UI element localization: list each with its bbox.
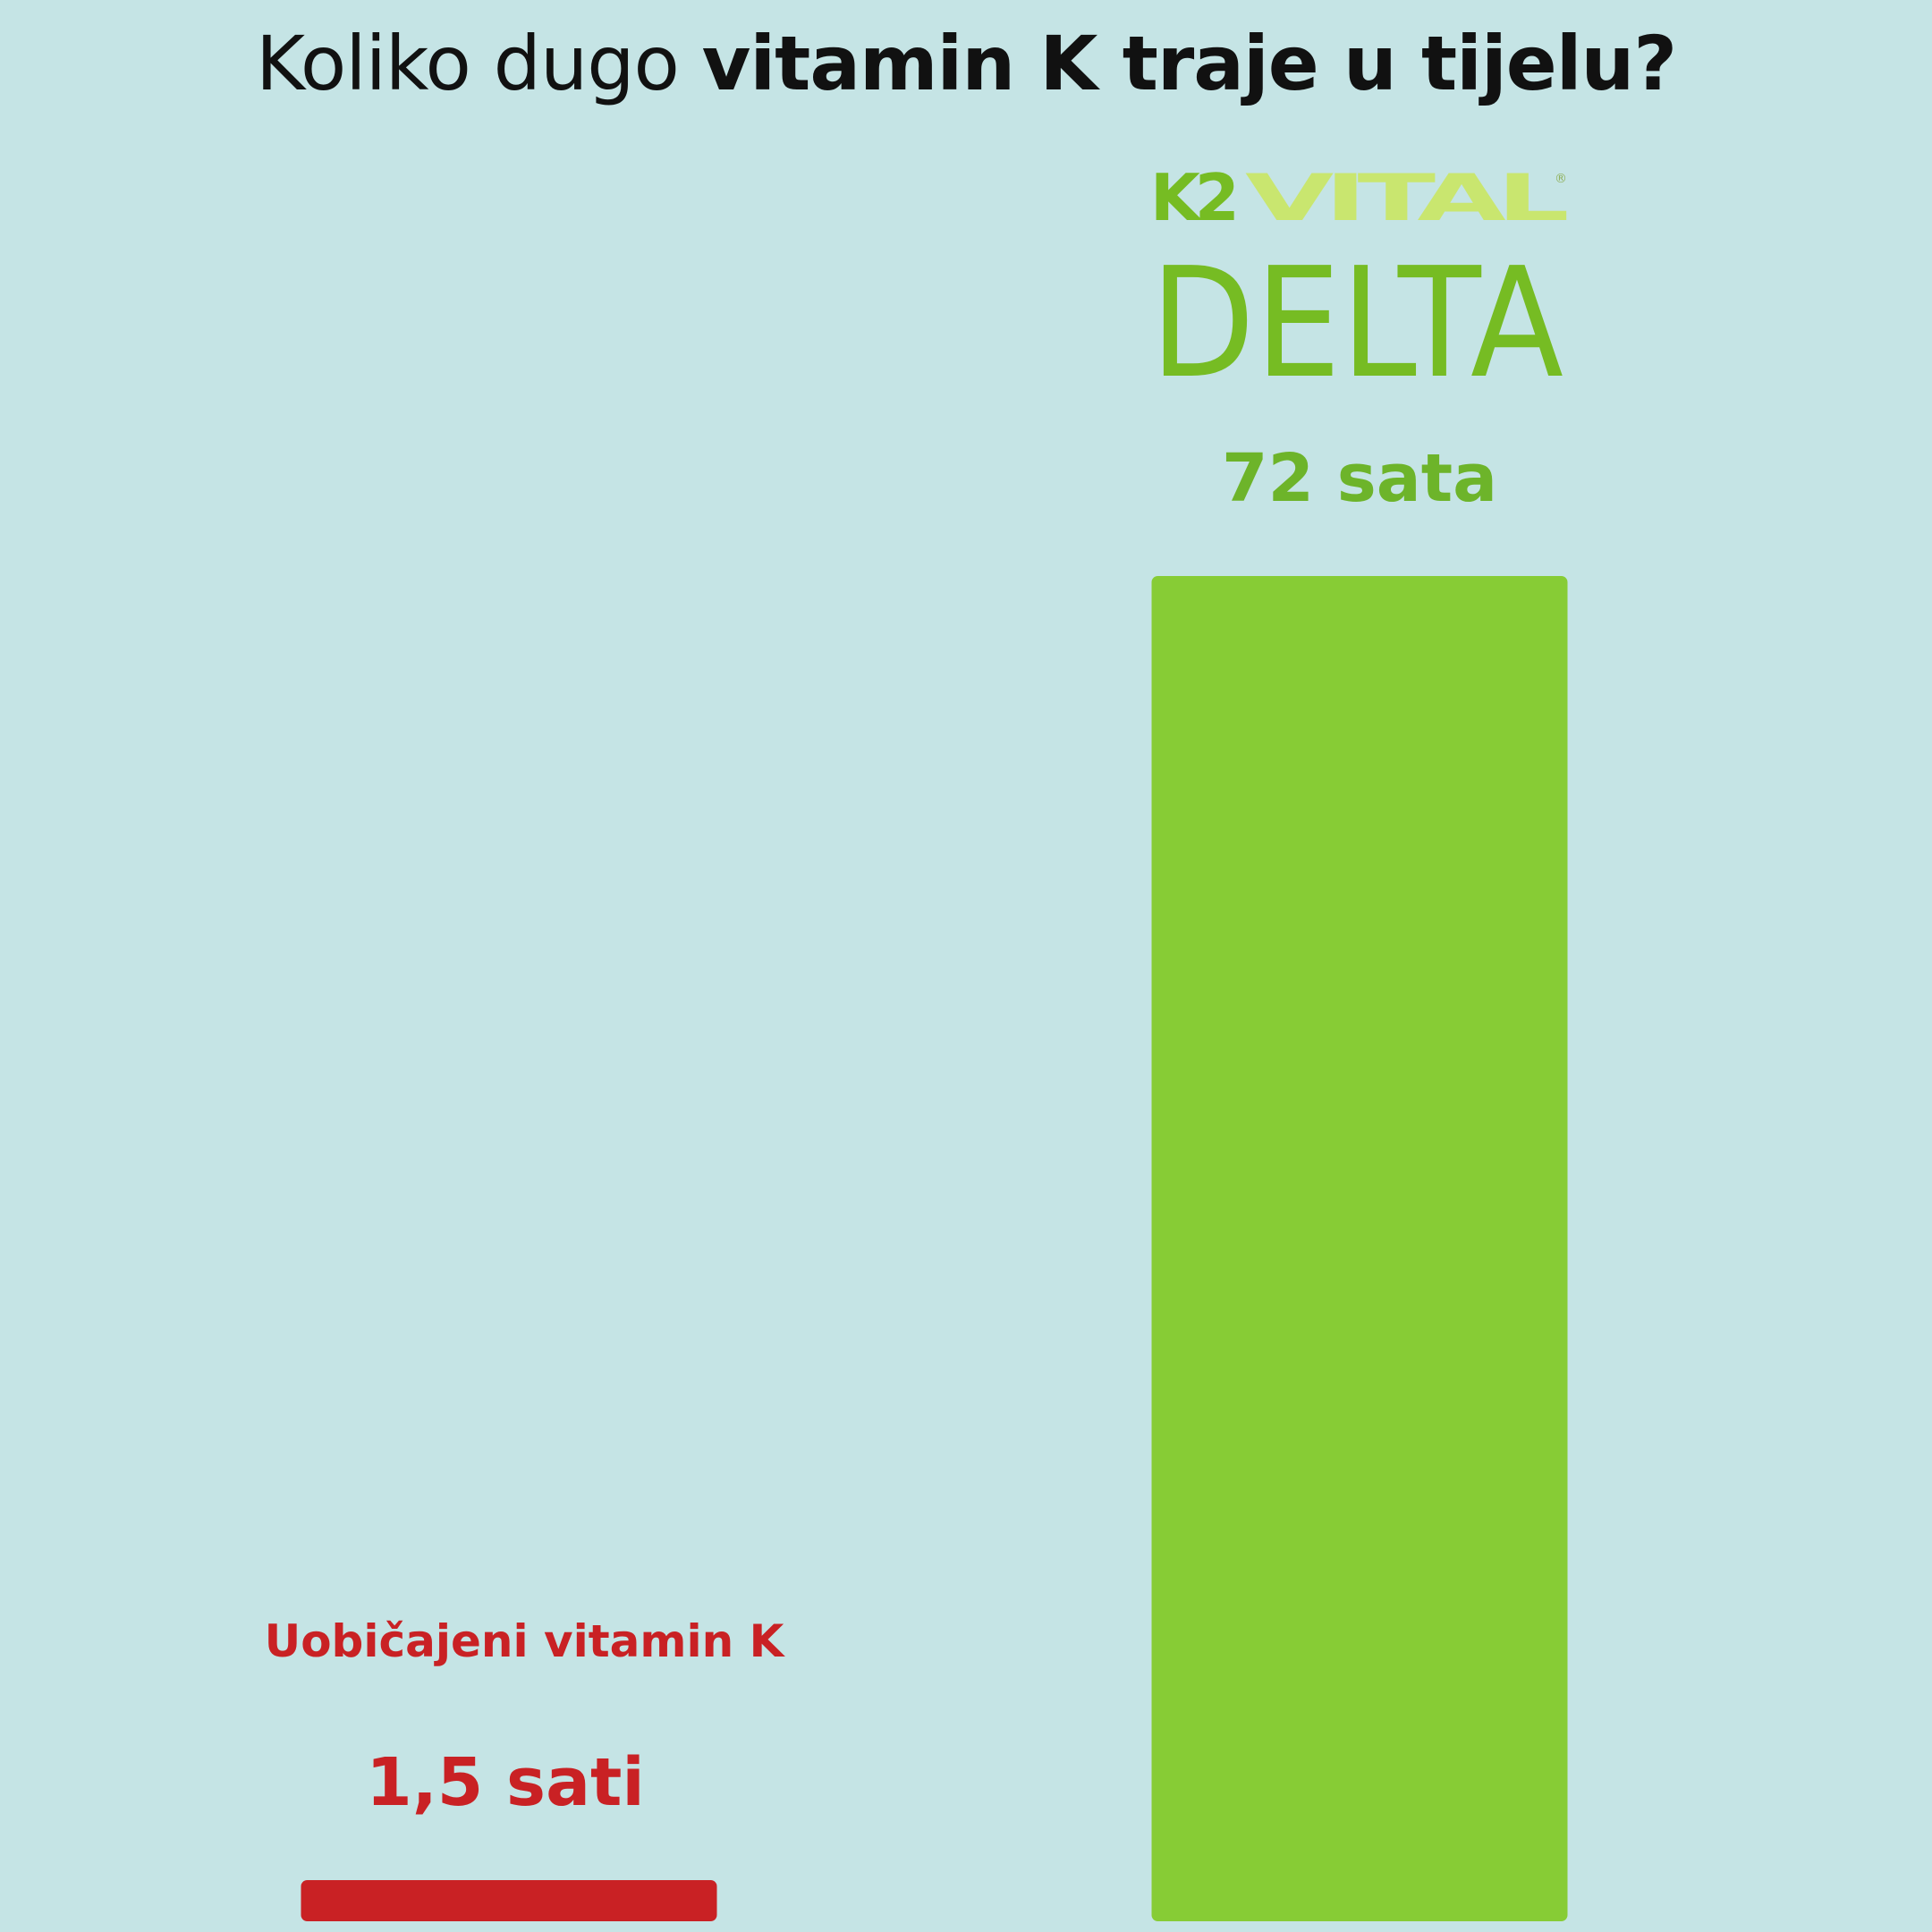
labels-group: 1,5 sati Uobičajeni vitamin K 72 sata <box>265 440 1497 1821</box>
logo-delta-text: DELTA <box>1150 235 1563 378</box>
logo-vital-text: VITAL <box>1245 168 1566 235</box>
value-label-standard-vitamin-k: 1,5 sati <box>366 1744 645 1821</box>
chart-title: Koliko dugo vitamin K traje u tijelu? <box>255 20 1677 107</box>
registered-mark: ® <box>1555 172 1567 186</box>
logo-k2-text: K2 <box>1150 168 1234 235</box>
bar-k2vital-delta <box>1151 576 1568 1921</box>
bars-group <box>301 576 1568 1921</box>
k2vital-delta-logo: K2 VITAL ® DELTA <box>1150 168 1567 378</box>
bar-standard-vitamin-k <box>301 1880 717 1921</box>
category-label-standard-vitamin-k: Uobičajeni vitamin K <box>265 1615 786 1667</box>
value-label-k2vital-delta: 72 sata <box>1222 440 1497 517</box>
